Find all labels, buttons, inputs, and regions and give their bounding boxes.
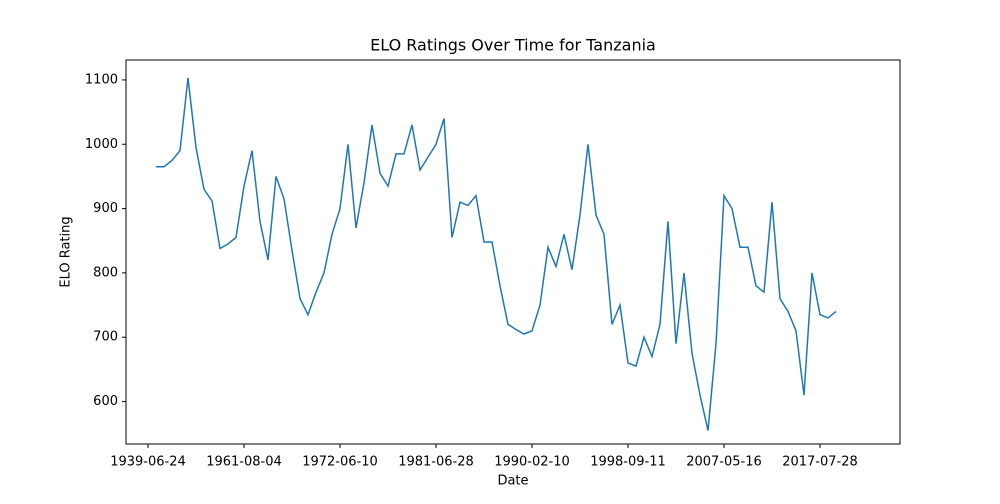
x-tick-label: 1972-06-10 (302, 455, 378, 470)
x-tick-label: 1939-06-24 (110, 455, 186, 470)
x-tick-label: 2007-05-16 (686, 455, 762, 470)
x-axis-label: Date (497, 474, 528, 489)
y-tick-label: 900 (93, 201, 118, 216)
data-line (156, 77, 837, 431)
x-tick-label: 1990-02-10 (494, 455, 570, 470)
plot-frame (125, 59, 901, 445)
x-tick-label: 1981-06-28 (398, 455, 474, 470)
y-tick-label: 600 (93, 394, 118, 409)
y-tick-label: 800 (93, 265, 118, 280)
y-tick-label: 1100 (85, 72, 118, 87)
chart-title: ELO Ratings Over Time for Tanzania (370, 36, 656, 55)
x-tick-label: 1998-09-11 (590, 455, 666, 470)
y-tick-label: 700 (93, 330, 118, 345)
x-tick-label: 1961-08-04 (206, 455, 282, 470)
y-axis-label: ELO Rating (59, 216, 74, 287)
x-tick-label: 2017-07-28 (782, 455, 858, 470)
y-tick-label: 1000 (85, 137, 118, 152)
